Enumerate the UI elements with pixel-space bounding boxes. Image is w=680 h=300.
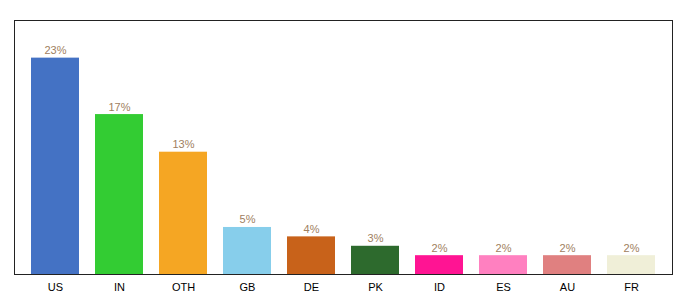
svg-text:23%: 23% xyxy=(44,44,66,56)
svg-text:2%: 2% xyxy=(560,242,576,254)
svg-text:3%: 3% xyxy=(368,232,384,244)
svg-text:US: US xyxy=(48,281,63,293)
svg-text:2%: 2% xyxy=(432,242,448,254)
svg-text:2%: 2% xyxy=(496,242,512,254)
svg-text:GB: GB xyxy=(240,281,256,293)
svg-text:2%: 2% xyxy=(624,242,640,254)
svg-text:13%: 13% xyxy=(172,138,194,150)
svg-text:IN: IN xyxy=(114,281,125,293)
svg-text:5%: 5% xyxy=(240,213,256,225)
svg-text:PK: PK xyxy=(368,281,383,293)
svg-text:DE: DE xyxy=(304,281,319,293)
svg-text:AU: AU xyxy=(560,281,575,293)
svg-text:ES: ES xyxy=(496,281,511,293)
svg-text:17%: 17% xyxy=(108,101,130,113)
svg-text:OTH: OTH xyxy=(172,281,195,293)
svg-text:4%: 4% xyxy=(304,223,320,235)
svg-text:ID: ID xyxy=(434,281,445,293)
svg-text:FR: FR xyxy=(624,281,639,293)
